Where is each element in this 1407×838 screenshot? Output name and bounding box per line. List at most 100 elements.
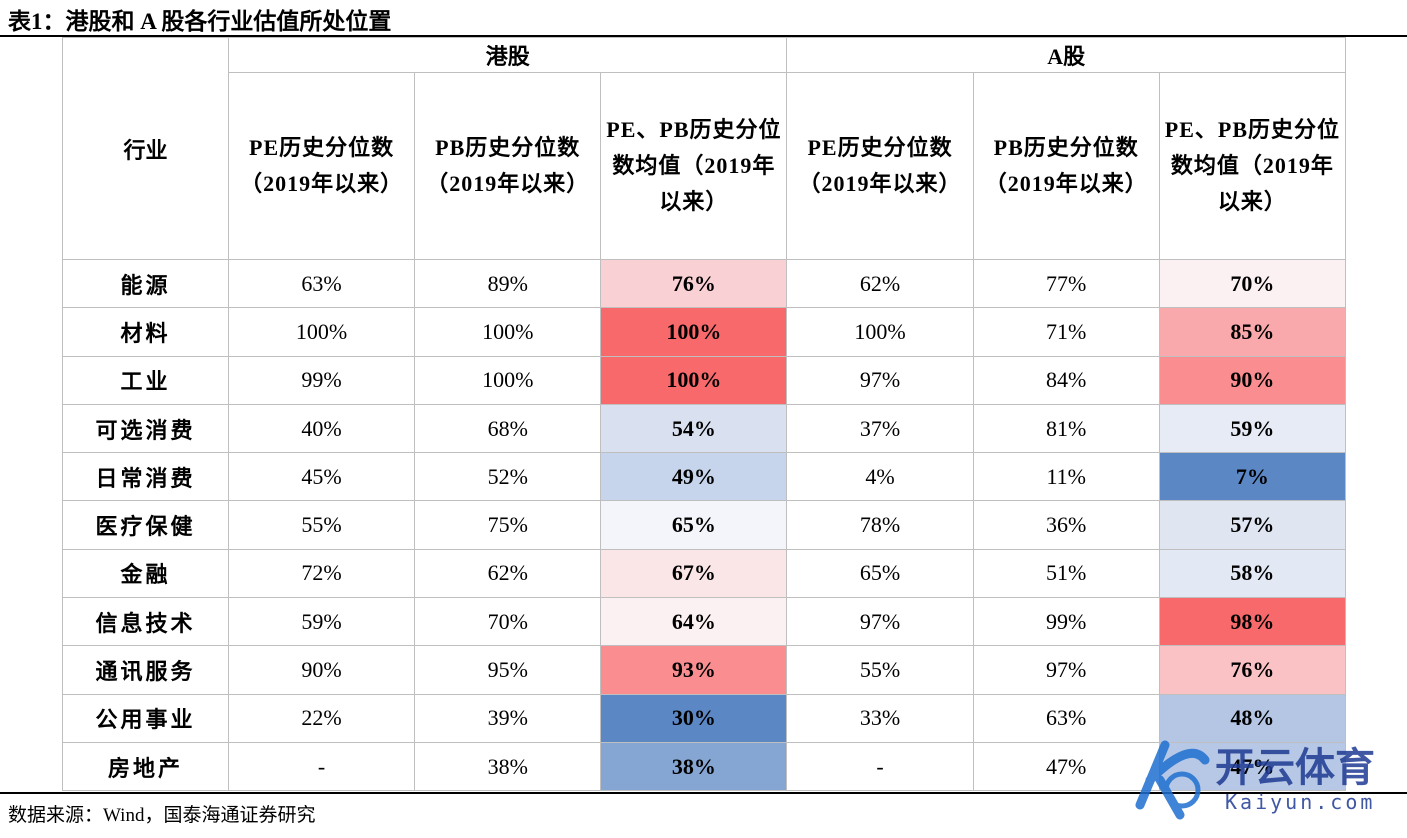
value-cell: 70% <box>1158 258 1347 309</box>
value-cell: - <box>227 741 416 792</box>
valuation-table: 行业 港股 A股 PE历史分位数（2019年以来） PB历史分位数（2019年以来… <box>62 37 1347 792</box>
value-cell: 90% <box>1158 355 1347 405</box>
value-cell: 7% <box>1158 452 1347 502</box>
value-cell: 100% <box>600 355 788 405</box>
watermark-url: Kaiyun.com <box>1225 790 1376 814</box>
table-row: 公用事业 22% 39% 30% 33% 63% 48% <box>62 693 1347 743</box>
industry-cell: 医疗保健 <box>62 500 229 550</box>
value-cell: 100% <box>227 307 416 357</box>
value-cell: 70% <box>414 597 602 647</box>
value-cell: 45% <box>227 452 416 502</box>
value-cell: 77% <box>972 258 1160 309</box>
value-cell: 55% <box>227 500 416 550</box>
value-cell: 64% <box>600 597 788 647</box>
value-cell: - <box>786 741 974 792</box>
value-cell: 97% <box>786 355 974 405</box>
value-cell: 100% <box>414 355 602 405</box>
table-row: 通讯服务 90% 95% 93% 55% 97% 76% <box>62 645 1347 695</box>
rule <box>0 35 1407 37</box>
rule <box>0 792 1407 794</box>
column-header: PB历史分位数（2019年以来） <box>414 72 602 260</box>
value-cell: 47% <box>1158 741 1347 792</box>
value-cell: 49% <box>600 452 788 502</box>
column-header: PB历史分位数（2019年以来） <box>972 72 1160 260</box>
industry-cell: 能源 <box>62 258 229 309</box>
value-cell: 90% <box>227 645 416 695</box>
value-cell: 100% <box>414 307 602 357</box>
table-row: 医疗保健 55% 75% 65% 78% 36% 57% <box>62 500 1347 550</box>
value-cell: 62% <box>414 548 602 599</box>
table-row: 金融 72% 62% 67% 65% 51% 58% <box>62 548 1347 599</box>
industry-cell: 可选消费 <box>62 403 229 454</box>
table-row: 工业 99% 100% 100% 97% 84% 90% <box>62 355 1347 405</box>
value-cell: 38% <box>414 741 602 792</box>
column-header: PE历史分位数（2019年以来） <box>227 72 416 260</box>
value-cell: 97% <box>786 597 974 647</box>
value-cell: 54% <box>600 403 788 454</box>
value-cell: 63% <box>972 693 1160 743</box>
value-cell: 4% <box>786 452 974 502</box>
value-cell: 52% <box>414 452 602 502</box>
value-cell: 99% <box>227 355 416 405</box>
industry-cell: 工业 <box>62 355 229 405</box>
industry-cell: 公用事业 <box>62 693 229 743</box>
group-header: 港股 <box>227 37 788 73</box>
value-cell: 89% <box>414 258 602 309</box>
industry-cell: 通讯服务 <box>62 645 229 695</box>
source-note: 数据来源：Wind，国泰海通证券研究 <box>8 805 316 826</box>
value-cell: 67% <box>600 548 788 599</box>
value-cell: 36% <box>972 500 1160 550</box>
value-cell: 59% <box>227 597 416 647</box>
value-cell: 95% <box>414 645 602 695</box>
value-cell: 71% <box>972 307 1160 357</box>
value-cell: 62% <box>786 258 974 309</box>
value-cell: 98% <box>1158 597 1347 647</box>
table-row: 房地产 -38% 38% -47% 47% <box>62 741 1347 792</box>
value-cell: 72% <box>227 548 416 599</box>
value-cell: 97% <box>972 645 1160 695</box>
value-cell: 58% <box>1158 548 1347 599</box>
value-cell: 85% <box>1158 307 1347 357</box>
row-header: 行业 <box>62 37 229 260</box>
value-cell: 30% <box>600 693 788 743</box>
value-cell: 78% <box>786 500 974 550</box>
value-cell: 33% <box>786 693 974 743</box>
column-header: PE、PB历史分位数均值（2019年以来） <box>600 72 788 260</box>
value-cell: 99% <box>972 597 1160 647</box>
value-cell: 100% <box>786 307 974 357</box>
industry-cell: 信息技术 <box>62 597 229 647</box>
group-header: A股 <box>786 37 1346 73</box>
value-cell: 38% <box>600 741 788 792</box>
value-cell: 76% <box>600 258 788 309</box>
table-row: 材料 100% 100% 100% 100% 71% 85% <box>62 307 1347 357</box>
table-row: 信息技术 59% 70% 64% 97% 99% 98% <box>62 597 1347 647</box>
industry-cell: 金融 <box>62 548 229 599</box>
table-row: 可选消费 40% 68% 54% 37% 81% 59% <box>62 403 1347 454</box>
value-cell: 65% <box>786 548 974 599</box>
table-row: 能源 63% 89% 76% 62% 77% 70% <box>62 258 1347 309</box>
value-cell: 65% <box>600 500 788 550</box>
value-cell: 84% <box>972 355 1160 405</box>
value-cell: 57% <box>1158 500 1347 550</box>
watermark: 开云体育 Kaiyun.com <box>1120 735 1400 825</box>
value-cell: 59% <box>1158 403 1347 454</box>
value-cell: 100% <box>600 307 788 357</box>
value-cell: 63% <box>227 258 416 309</box>
watermark-logo <box>1135 740 1210 820</box>
value-cell: 68% <box>414 403 602 454</box>
table-title: 表1：港股和 A 股各行业估值所处位置 <box>8 9 392 34</box>
value-cell: 75% <box>414 500 602 550</box>
value-cell: 47% <box>972 741 1160 792</box>
industry-cell: 房地产 <box>62 741 229 792</box>
value-cell: 76% <box>1158 645 1347 695</box>
value-cell: 81% <box>972 403 1160 454</box>
industry-cell: 材料 <box>62 307 229 357</box>
value-cell: 22% <box>227 693 416 743</box>
value-cell: 11% <box>972 452 1160 502</box>
watermark-brand: 开云体育 <box>1215 745 1375 791</box>
table-row: 日常消费 45% 52% 49% 4% 11% 7% <box>62 452 1347 502</box>
value-cell: 39% <box>414 693 602 743</box>
industry-cell: 日常消费 <box>62 452 229 502</box>
value-cell: 55% <box>786 645 974 695</box>
